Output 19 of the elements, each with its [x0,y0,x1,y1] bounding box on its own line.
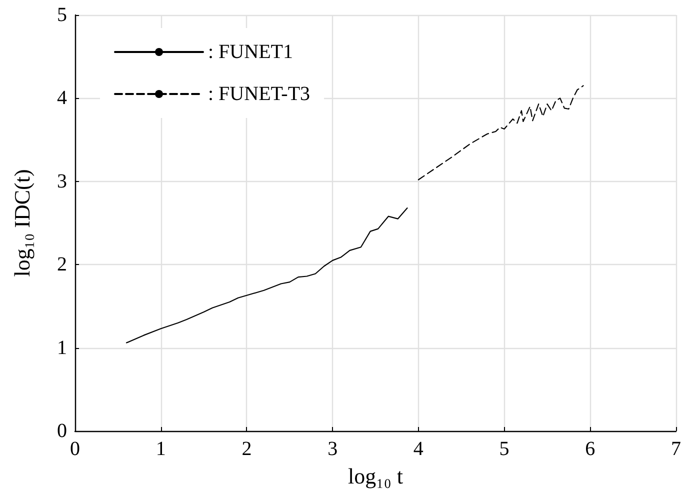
x-tick-label: 1 [156,438,166,460]
y-tick-label: 1 [57,336,67,359]
y-tick-label: 3 [57,170,67,192]
x-tick-label: 6 [585,438,596,460]
y-tick-label: 2 [57,254,67,276]
y-axis-title: log₁₀ IDC(t) [10,169,34,277]
legend-label: : FUNET-T3 [208,83,310,105]
x-axis-title: log₁₀ t [348,464,404,488]
line-series [126,207,408,344]
x-tick-label: 5 [499,438,510,460]
x-tick-label: 3 [328,438,338,460]
legend-label: : FUNET1 [208,41,293,63]
y-tick-label: 0 [57,420,67,442]
y-tick-label: 4 [57,87,67,110]
x-tick-label: 2 [242,438,252,460]
x-tick-label: 4 [413,438,424,460]
y-tick-label: 5 [57,4,67,26]
x-tick-label: 7 [671,438,681,460]
line-series [418,85,584,180]
